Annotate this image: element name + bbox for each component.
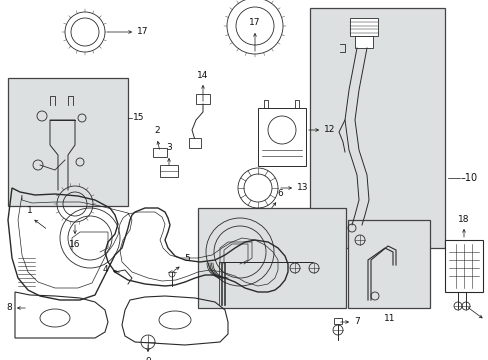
Bar [309,8,444,248]
Bar [8,78,128,206]
Text: 6: 6 [277,189,282,198]
Bar [198,208,346,308]
Bar [349,18,377,36]
Bar [333,318,341,324]
Bar [354,36,372,48]
Text: 16: 16 [69,240,81,249]
Text: 5: 5 [183,254,189,263]
Text: 2: 2 [154,126,160,135]
Text: 3: 3 [166,143,171,152]
Text: 13: 13 [296,184,308,193]
Bar [444,240,482,292]
Text: 11: 11 [384,314,395,323]
Text: 4: 4 [102,266,108,274]
Text: 15: 15 [133,113,144,122]
Bar [196,94,209,104]
Text: 17: 17 [137,27,148,36]
Text: 7: 7 [353,318,359,327]
Bar [189,138,201,148]
Text: –10: –10 [460,173,477,183]
Text: 19: 19 [486,322,488,331]
Text: 12: 12 [324,126,335,135]
Text: 9: 9 [145,357,151,360]
Bar [160,165,178,177]
Bar [347,220,429,308]
Bar [258,108,305,166]
Text: 1: 1 [27,206,33,215]
Text: 14: 14 [197,71,208,80]
Bar [153,148,167,157]
Text: 18: 18 [457,215,469,224]
Text: 17: 17 [249,18,260,27]
Text: 8: 8 [6,303,12,312]
